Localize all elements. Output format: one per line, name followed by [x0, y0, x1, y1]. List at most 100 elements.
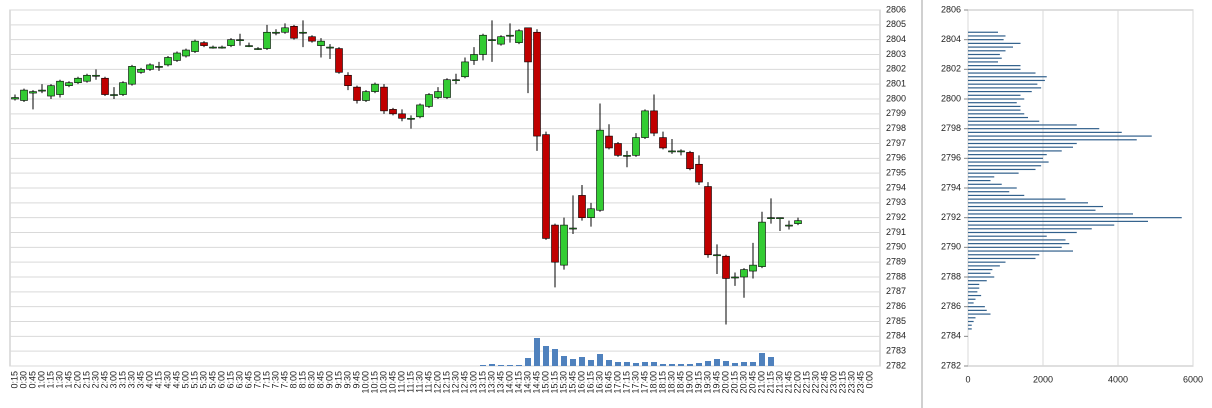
candle-body [731, 276, 739, 279]
x-tick-label: 2:30 [90, 371, 100, 389]
y-tick-label: 2785 [886, 316, 906, 326]
profile-bar [968, 191, 1010, 193]
y-tick-label: 2794 [886, 182, 906, 192]
volume-bar [552, 349, 558, 366]
profile-bar [968, 35, 1006, 37]
profile-bar [968, 168, 1036, 171]
x-tick-label: 5:30 [198, 371, 208, 389]
x-tick-label: 8:30 [306, 371, 316, 389]
profile-bar [968, 154, 1047, 156]
candle-body [191, 40, 199, 52]
profile-bar [968, 228, 1092, 230]
y-tick-label: 2792 [941, 212, 961, 222]
x-tick-label: 18:00 [648, 371, 658, 394]
x-tick-label: 15:45 [567, 371, 577, 394]
profile-bar [968, 183, 1002, 185]
candle-body [389, 109, 397, 115]
candle-body [470, 54, 478, 61]
candle-body [200, 42, 208, 46]
candle-body [20, 89, 28, 101]
candle-body [263, 31, 271, 49]
x-tick-label: 4:45 [171, 371, 181, 389]
candle-body [659, 137, 667, 149]
profile-bar [968, 65, 1021, 67]
x-tick-label: 7:45 [279, 371, 289, 389]
profile-bar [968, 39, 1004, 41]
volume-bar [732, 363, 738, 366]
x-tick-label: 11:30 [414, 371, 424, 393]
candle-body [713, 254, 721, 257]
profile-bar [968, 302, 974, 304]
x-tick-label: 23:30 [846, 371, 856, 394]
profile-bar [968, 298, 976, 300]
volume-bar [642, 362, 648, 366]
y-tick-label: 2792 [886, 212, 906, 222]
y-tick-label: 2801 [886, 79, 906, 89]
volume-bar [480, 365, 486, 366]
candle-body [209, 46, 217, 49]
profile-bar [968, 324, 972, 326]
y-tick-label: 2798 [886, 123, 906, 133]
profile-bar [968, 250, 1073, 252]
y-tick-label: 2788 [941, 271, 961, 281]
profile-bar [968, 283, 980, 286]
x-tick-label: 17:45 [639, 371, 649, 394]
profile-bar [968, 46, 1013, 48]
x-tick-label: 9:30 [342, 371, 352, 389]
y-tick-label: 2787 [886, 286, 906, 296]
volume-bar [714, 359, 720, 366]
volume-bar [696, 363, 702, 366]
x-tick-label: 22:30 [810, 371, 820, 394]
profile-bar [968, 68, 1021, 70]
y-tick-label: 2791 [886, 227, 906, 237]
candle-body [38, 89, 46, 92]
volume-bar [588, 360, 594, 366]
volume-bar [741, 362, 747, 366]
candle-body [632, 137, 640, 156]
x-tick-label: 23:45 [855, 371, 865, 394]
profile-bar [968, 61, 998, 63]
y-tick-label: 2789 [886, 257, 906, 267]
candle-body [443, 79, 451, 98]
x-tick-label: 12:00 [432, 371, 442, 394]
x-tick-label: 6:45 [243, 371, 253, 389]
x-tick-label: 12:45 [459, 371, 469, 394]
candle-body [758, 221, 766, 267]
candle-body [407, 117, 415, 120]
x-tick-label: 19:15 [693, 371, 703, 394]
profile-bar [968, 124, 1077, 126]
x-tick-label: 4:30 [162, 371, 172, 389]
volume-bar [579, 357, 585, 366]
x-tick-label: 11:45 [423, 371, 433, 393]
y-tick-label: 2788 [886, 271, 906, 281]
candle-body [245, 45, 253, 47]
profile-bar [968, 198, 1066, 200]
volume-bar [723, 361, 729, 366]
profile-bar [968, 306, 985, 308]
volume-bar [687, 364, 693, 366]
profile-bar [968, 220, 1148, 222]
x-tick-label: 21:00 [756, 371, 766, 394]
candle-body [164, 57, 172, 66]
x-tick-label: 3:30 [126, 371, 136, 389]
candle-body [110, 94, 118, 96]
x-tick-label: 10:45 [387, 371, 397, 394]
candle-body [317, 40, 325, 46]
profile-bar [968, 157, 1043, 159]
candle-body [623, 155, 631, 157]
profile-bar [968, 120, 1040, 122]
candle-body [506, 34, 514, 37]
profile-bar [968, 268, 993, 271]
profile-bar [968, 172, 1019, 174]
x-tick-label: 0:45 [27, 371, 37, 389]
x-tick-label: 10:00 [360, 371, 370, 394]
profile-bar [968, 313, 991, 315]
x-tick-label: 14:30 [522, 371, 532, 394]
x-tick-label: 10:15 [369, 371, 379, 394]
x-tick-label: 20:15 [729, 371, 739, 394]
candle-body [785, 224, 793, 227]
volume-bar [507, 365, 513, 366]
volume-bar [651, 362, 657, 366]
candle-body [794, 220, 802, 224]
x-tick-label: 6:00 [216, 371, 226, 389]
